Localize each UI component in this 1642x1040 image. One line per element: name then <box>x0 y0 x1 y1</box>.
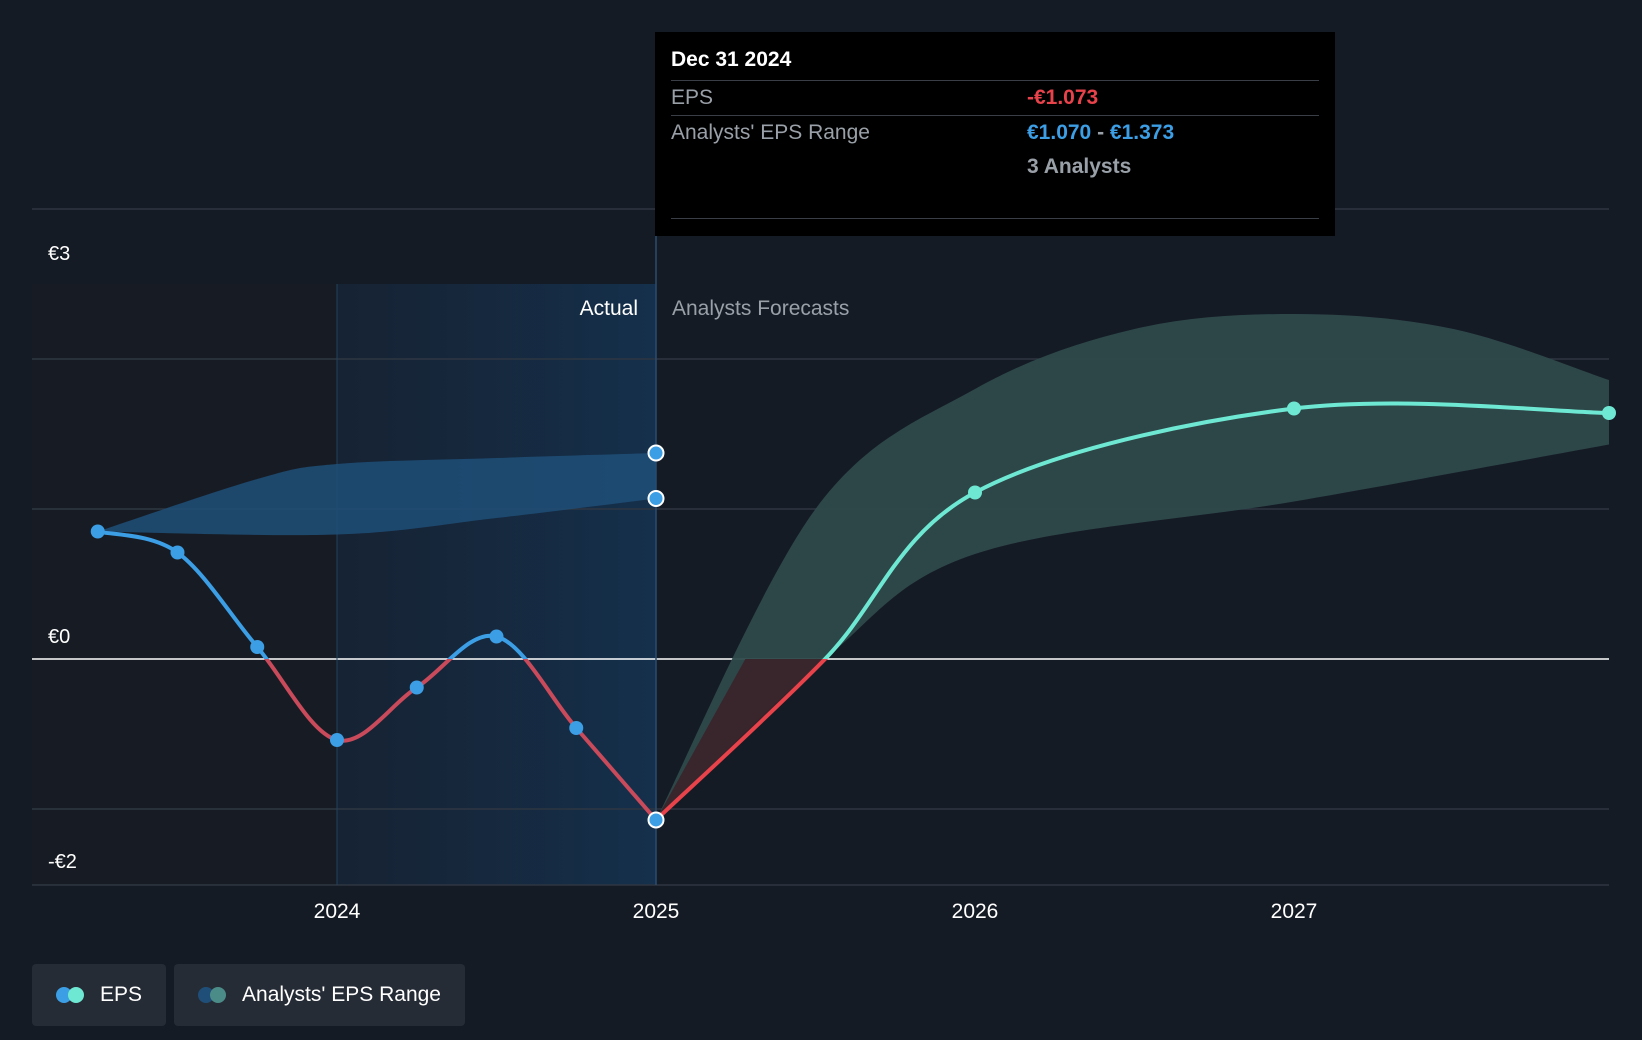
tooltip-range-low: €1.070 <box>1027 121 1092 144</box>
range-endpoint[interactable] <box>647 444 665 462</box>
x-tick-label: 2025 <box>633 900 680 923</box>
eps-actual-point[interactable] <box>647 811 665 829</box>
y-tick-label: €3 <box>48 243 70 265</box>
y-tick-label: €0 <box>48 626 70 648</box>
legend-range-label: Analysts' EPS Range <box>242 983 441 1006</box>
x-tick-label: 2027 <box>1271 900 1318 923</box>
actual-region-label: Actual <box>580 297 638 320</box>
eps-actual-point[interactable] <box>250 640 265 654</box>
range-legend-icon <box>198 987 228 1003</box>
x-tick-label: 2026 <box>952 900 999 923</box>
legend-eps[interactable]: EPS <box>32 964 167 1026</box>
tooltip-range-row: Analysts' EPS Range €1.070 - €1.373 <box>671 116 1319 150</box>
eps-forecast-line-positive <box>822 401 1610 659</box>
tooltip-eps-value: -€1.073 <box>1027 86 1099 109</box>
eps-actual-point[interactable] <box>489 629 504 644</box>
tooltip-range-high: €1.373 <box>1109 121 1175 144</box>
tooltip-range-label: Analysts' EPS Range <box>671 121 870 144</box>
y-tick-label: -€2 <box>48 851 77 873</box>
eps-actual-line-positive <box>97 529 528 659</box>
eps-forecast-line-negative <box>654 659 828 822</box>
eps-actual-point[interactable] <box>569 721 584 735</box>
tooltip-analysts: 3 Analysts <box>1027 155 1132 178</box>
eps-legend-icon <box>56 987 86 1003</box>
eps-actual-line-negative <box>264 659 658 822</box>
tooltip-eps-label: EPS <box>671 86 714 109</box>
tooltip-divider <box>671 218 1319 219</box>
tooltip-date: Dec 31 2024 <box>671 46 1319 81</box>
actual-range-band <box>97 453 656 536</box>
tooltip: Dec 31 2024 EPS -€1.073 Analysts' EPS Ra… <box>655 32 1335 236</box>
eps-actual-point[interactable] <box>90 524 105 539</box>
tooltip-eps-row: EPS -€1.073 <box>671 81 1319 116</box>
eps-forecast-point[interactable] <box>968 485 982 500</box>
eps-lines <box>97 401 1610 822</box>
x-tick-label: 2024 <box>314 900 361 923</box>
forecast-region-label: Analysts Forecasts <box>672 297 849 320</box>
legend: EPS Analysts' EPS Range <box>32 964 465 1026</box>
eps-actual-point[interactable] <box>170 545 185 560</box>
eps-actual-point[interactable] <box>330 733 344 747</box>
legend-eps-label: EPS <box>100 983 143 1006</box>
range-endpoint[interactable] <box>647 490 665 507</box>
past-region <box>32 284 337 885</box>
eps-points <box>90 401 1616 829</box>
eps-forecast-point[interactable] <box>1287 401 1301 416</box>
forecast-range-band <box>656 314 1609 820</box>
eps-forecast-point[interactable] <box>1602 406 1616 420</box>
eps-actual-point[interactable] <box>409 680 424 695</box>
legend-range[interactable]: Analysts' EPS Range <box>174 964 465 1026</box>
tooltip-analysts-row: 3 Analysts <box>671 150 1319 184</box>
actual-region-highlight <box>337 284 656 885</box>
tooltip-range-sep: - <box>1097 121 1105 144</box>
axis-labels: €3 €0 -€2 2024 2025 2026 2027 Actual Analysts Fo… <box>48 243 1317 923</box>
